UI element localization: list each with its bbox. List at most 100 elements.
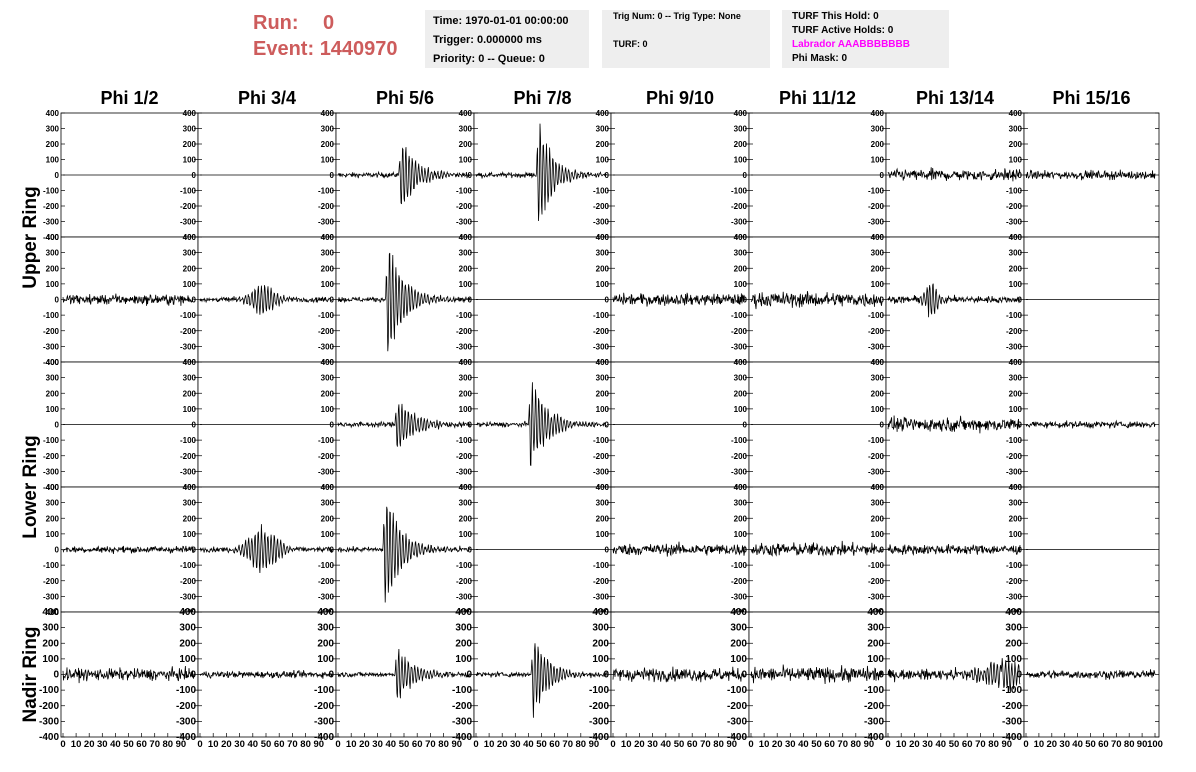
- y-tick-label: -300: [43, 467, 60, 476]
- y-tick-label: -300: [456, 592, 473, 601]
- x-tick-label: 40: [386, 739, 397, 750]
- y-tick-label: -100: [868, 311, 885, 320]
- y-tick-label: -100: [868, 187, 885, 196]
- y-tick-label: -200: [1006, 202, 1023, 211]
- y-tick-label: 100: [596, 405, 610, 414]
- waveform-trace: [887, 167, 1021, 182]
- y-tick-label: 300: [871, 125, 885, 134]
- y-tick-label: -300: [176, 716, 196, 727]
- y-tick-label: 300: [1009, 125, 1023, 134]
- y-tick-label: 0: [192, 171, 197, 180]
- y-tick-label: 0: [743, 171, 748, 180]
- y-tick-label: -300: [318, 218, 335, 227]
- x-tick-label: 70: [149, 739, 160, 750]
- y-tick-label: -200: [452, 701, 472, 712]
- x-tick-label: 60: [136, 739, 147, 750]
- y-tick-label: 400: [42, 607, 59, 618]
- y-tick-label: 400: [46, 358, 60, 367]
- y-tick-label: -300: [868, 342, 885, 351]
- y-tick-label: -100: [318, 311, 335, 320]
- x-tick-label: 50: [261, 739, 272, 750]
- y-tick-label: -400: [43, 358, 60, 367]
- event-label: Event:: [253, 38, 315, 60]
- y-tick-label: 200: [1009, 514, 1023, 523]
- x-tick-label: 20: [359, 739, 370, 750]
- y-tick-label: -300: [593, 467, 610, 476]
- y-tick-label: 100: [42, 654, 59, 665]
- y-tick-label: 400: [1009, 109, 1023, 118]
- waveform-trace: [612, 666, 746, 683]
- y-tick-label: 300: [321, 499, 335, 508]
- y-tick-label: -200: [43, 202, 60, 211]
- y-tick-label: 200: [321, 389, 335, 398]
- y-tick-label: 200: [459, 140, 473, 149]
- y-tick-label: -100: [593, 187, 610, 196]
- x-tick-label: 50: [1085, 739, 1096, 750]
- y-tick-label: -300: [593, 218, 610, 227]
- waveform-trace: [337, 252, 471, 352]
- y-tick-label: -200: [180, 327, 197, 336]
- x-tick-label: 40: [798, 739, 809, 750]
- y-tick-label: 400: [871, 358, 885, 367]
- y-tick-label: 0: [468, 296, 473, 305]
- trig-info-box: Trig Num: 0 -- Trig Type: None TURF: 0: [602, 10, 770, 68]
- y-tick-label: -200: [1006, 577, 1023, 586]
- x-tick-label: 90: [864, 739, 875, 750]
- y-tick-label: 100: [734, 156, 748, 165]
- y-tick-label: 200: [734, 140, 748, 149]
- y-tick-label: 100: [592, 654, 609, 665]
- y-tick-label: 300: [46, 374, 60, 383]
- y-tick-label: 300: [734, 374, 748, 383]
- y-tick-label: -200: [43, 452, 60, 461]
- y-tick-label: 100: [871, 530, 885, 539]
- y-tick-label: 0: [466, 670, 472, 681]
- y-tick-label: 0: [1018, 171, 1023, 180]
- y-tick-label: 300: [596, 374, 610, 383]
- y-tick-label: 300: [734, 125, 748, 134]
- column-title: Phi 15/16: [1052, 88, 1130, 108]
- y-tick-label: -300: [593, 592, 610, 601]
- x-tick-label: 30: [1059, 739, 1070, 750]
- y-tick-label: 400: [596, 483, 610, 492]
- y-tick-label: 300: [871, 374, 885, 383]
- column-title: Phi 9/10: [646, 88, 714, 108]
- x-tick-label: 40: [110, 739, 121, 750]
- y-tick-label: 300: [42, 623, 59, 634]
- y-tick-label: 400: [871, 483, 885, 492]
- column-title: Phi 7/8: [513, 88, 571, 108]
- y-tick-label: 200: [596, 389, 610, 398]
- y-tick-label: 100: [321, 530, 335, 539]
- y-tick-label: 400: [46, 233, 60, 242]
- y-tick-label: -100: [727, 685, 747, 696]
- x-tick-label: 10: [621, 739, 632, 750]
- y-tick-label: 0: [192, 296, 197, 305]
- x-tick-label: 30: [647, 739, 658, 750]
- y-tick-label: -300: [589, 716, 609, 727]
- y-tick-label: 100: [596, 530, 610, 539]
- y-tick-label: 100: [183, 405, 197, 414]
- y-tick-label: 400: [183, 109, 197, 118]
- y-tick-label: -300: [1006, 342, 1023, 351]
- y-tick-label: -100: [318, 436, 335, 445]
- y-tick-label: -100: [593, 436, 610, 445]
- y-tick-label: -300: [180, 342, 197, 351]
- x-tick-label: 80: [851, 739, 862, 750]
- waveform-trace: [475, 123, 608, 222]
- y-tick-label: 0: [1018, 296, 1023, 305]
- y-tick-label: 400: [321, 358, 335, 367]
- y-tick-label: 100: [321, 280, 335, 289]
- y-tick-label: 300: [317, 623, 334, 634]
- x-tick-label: 50: [674, 739, 685, 750]
- y-tick-label: -100: [452, 685, 472, 696]
- y-tick-label: 400: [46, 483, 60, 492]
- y-tick-label: 300: [183, 499, 197, 508]
- x-tick-label: 90: [1137, 739, 1148, 750]
- y-tick-label: 300: [1009, 374, 1023, 383]
- y-tick-label: 400: [596, 233, 610, 242]
- x-tick-label: 10: [208, 739, 219, 750]
- y-tick-label: 100: [730, 654, 747, 665]
- waveform-trace: [887, 657, 1021, 693]
- y-tick-label: -100: [1002, 685, 1022, 696]
- y-tick-label: 300: [867, 623, 884, 634]
- y-tick-label: 0: [605, 421, 610, 430]
